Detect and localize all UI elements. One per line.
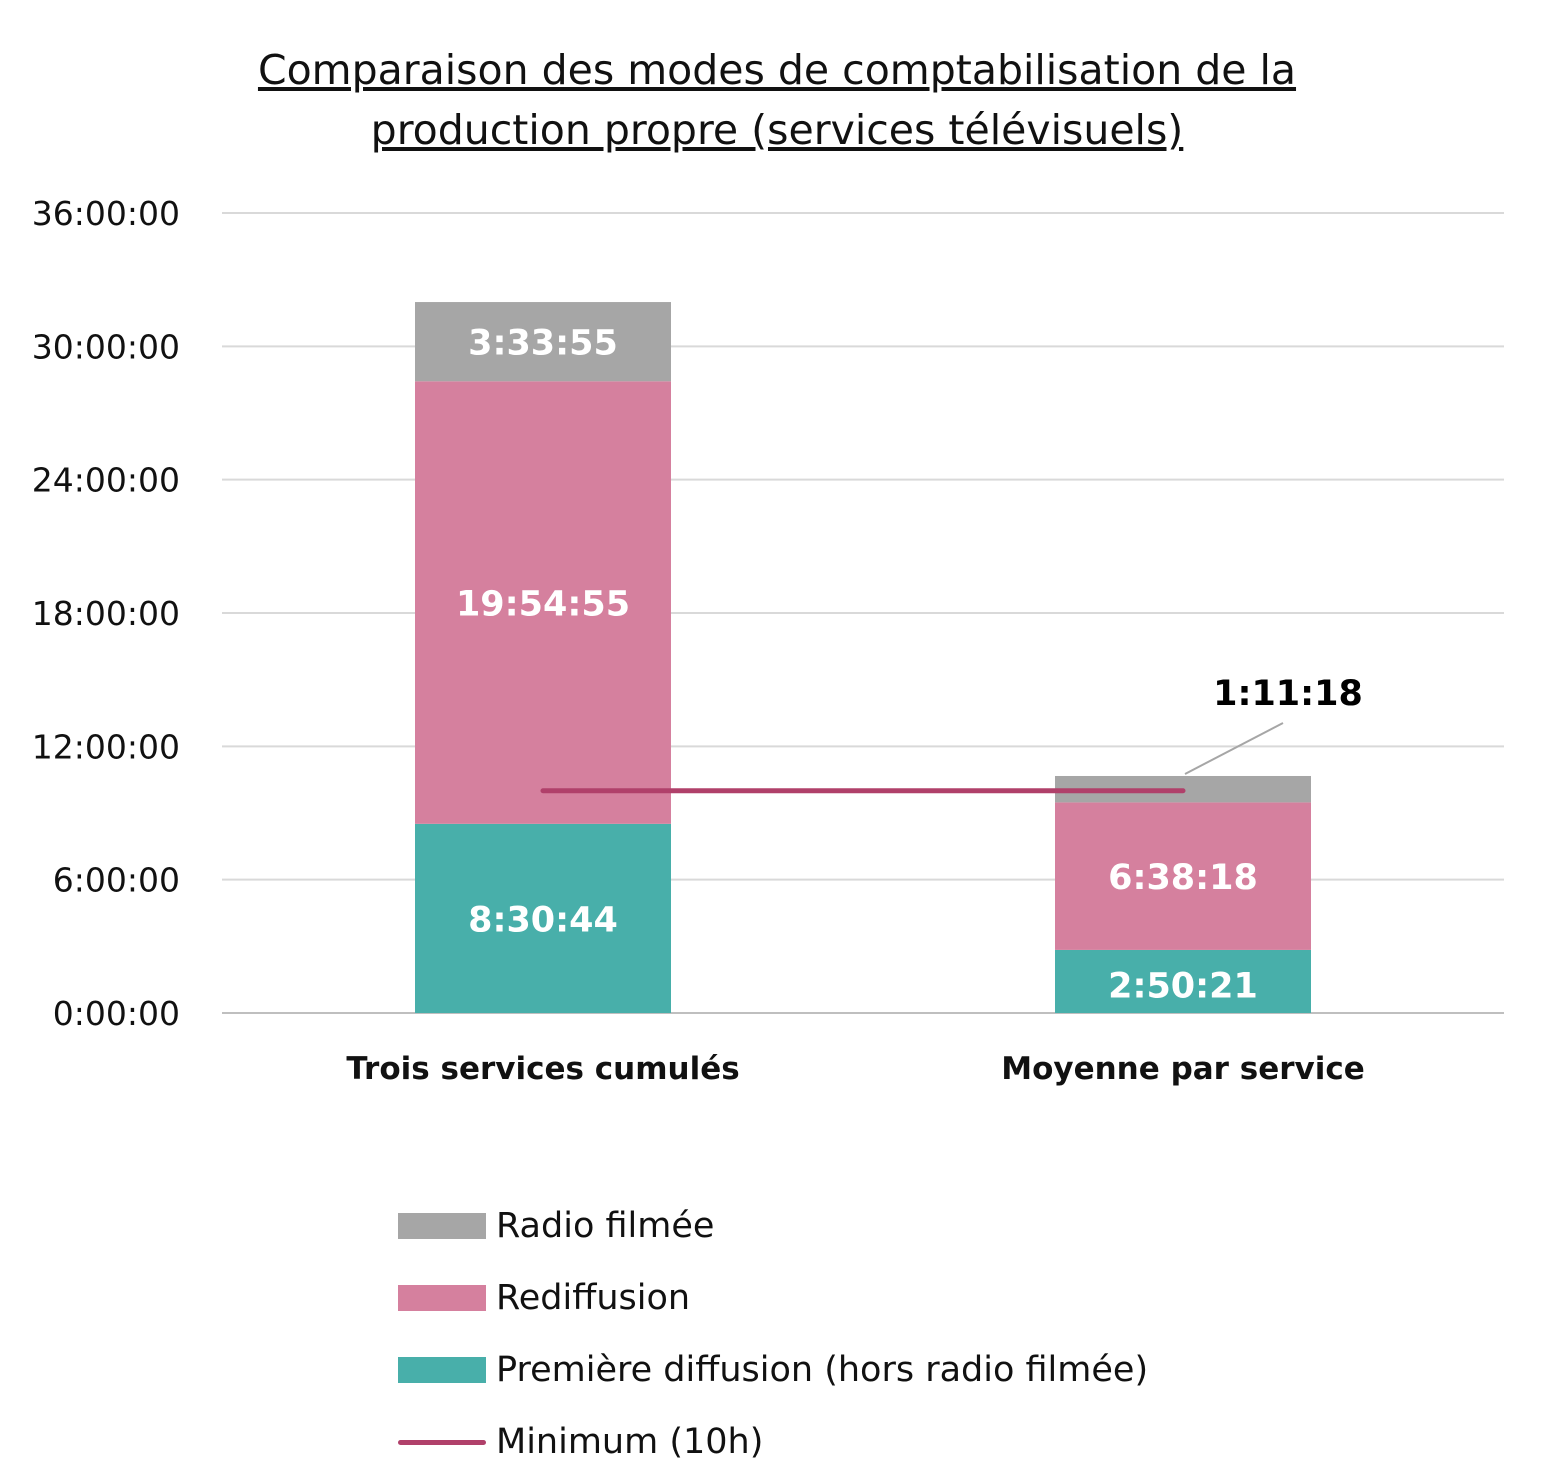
y-tick-label: 0:00:00 <box>53 994 180 1033</box>
chart-plot-area: 0:00:00 6:00:00 12:00:00 18:00:00 24:00:00 30… <box>32 194 1504 1087</box>
legend-label-radio-filmee: Radio filmée <box>496 1206 715 1246</box>
x-category-label: Trois services cumulés <box>346 1051 739 1087</box>
y-tick-label: 24:00:00 <box>32 461 180 500</box>
bar-premiere-diffusion-hors-radio-filmee-0 <box>415 823 671 1013</box>
legend-label-rediffusion: Rediffusion <box>496 1278 691 1318</box>
bar-rediffusion-1 <box>1055 802 1311 950</box>
legend-item-minimum: Minimum (10h) <box>398 1406 1148 1478</box>
legend: Radio filmée Rediffusion Première diffus… <box>398 1190 1148 1478</box>
data-label: 6:38:18 <box>1108 858 1258 898</box>
bar-radio-filmee-0 <box>415 302 671 382</box>
legend-item-premiere-diffusion: Première diffusion (hors radio filmée) <box>398 1334 1148 1406</box>
data-label: 8:30:44 <box>468 900 618 940</box>
bar-rediffusion-0 <box>415 381 671 824</box>
legend-swatch-premiere-diffusion <box>398 1357 486 1383</box>
y-tick-label: 30:00:00 <box>32 327 180 366</box>
data-label: 1:11:18 <box>1213 674 1363 714</box>
data-label: 2:50:21 <box>1108 966 1258 1006</box>
chart-title-line-2: production propre (services télévisuels) <box>370 106 1184 154</box>
data-label: 3:33:55 <box>468 324 618 364</box>
y-tick-label: 6:00:00 <box>53 861 180 900</box>
legend-label-premiere-diffusion: Première diffusion (hors radio filmée) <box>496 1350 1149 1390</box>
legend-swatch-radio-filmee <box>398 1213 486 1239</box>
chart-title: Comparaison des modes de comptabilisatio… <box>0 40 1554 160</box>
y-tick-label: 18:00:00 <box>32 594 180 633</box>
bar-premiere-diffusion-hors-radio-filmee-1 <box>1055 949 1311 1013</box>
data-label: 19:54:55 <box>456 585 630 625</box>
y-tick-label: 36:00:00 <box>32 194 180 233</box>
legend-swatch-minimum <box>398 1439 486 1445</box>
data-label-leader-line <box>1184 722 1284 775</box>
legend-item-rediffusion: Rediffusion <box>398 1262 1148 1334</box>
legend-swatch-rediffusion <box>398 1285 486 1311</box>
legend-label-minimum: Minimum (10h) <box>496 1422 764 1462</box>
chart-title-line-1: Comparaison des modes de comptabilisatio… <box>257 46 1297 94</box>
y-tick-label: 12:00:00 <box>32 727 180 766</box>
x-category-label: Moyenne par service <box>1001 1051 1365 1087</box>
legend-item-radio-filmee: Radio filmée <box>398 1190 1148 1262</box>
